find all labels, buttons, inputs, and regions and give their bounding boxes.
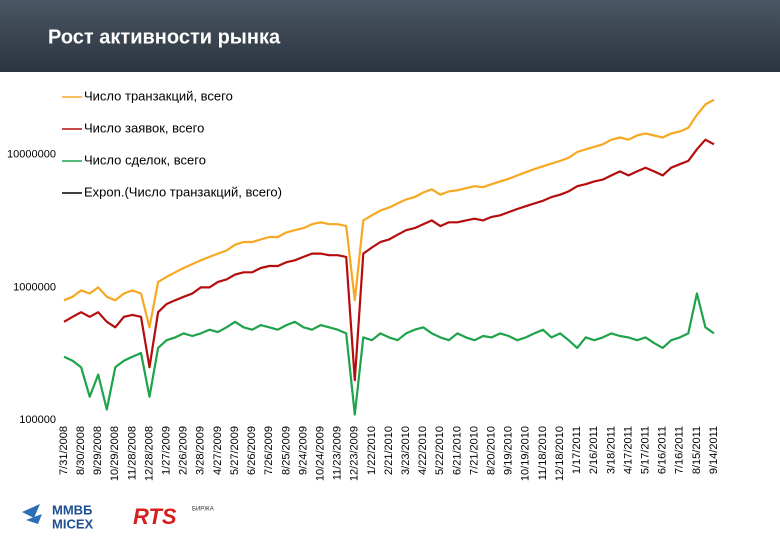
legend-label: Число транзакций, всего: [84, 88, 233, 103]
x-tick-label: 7/31/2008: [58, 426, 70, 475]
chart-title: Рост активности рынка: [48, 26, 281, 48]
header-bar: [0, 0, 780, 72]
x-tick-label: 5/27/2009: [229, 426, 241, 475]
x-tick-label: 9/19/2010: [503, 426, 515, 475]
x-tick-label: 8/20/2010: [486, 426, 498, 475]
series-line: [63, 138, 715, 382]
logo-micex: ММВБ MICEX: [22, 502, 94, 531]
x-tick-label: 9/29/2008: [92, 426, 104, 475]
x-tick-label: 9/24/2009: [297, 426, 309, 475]
x-tick-label: 12/23/2009: [349, 426, 361, 481]
x-tick-label: 2/26/2009: [178, 426, 190, 475]
x-tick-label: 8/25/2009: [280, 426, 292, 475]
logo-text: MICEX: [52, 516, 94, 531]
legend-label: Число сделок, всего: [84, 152, 206, 167]
logo-text: БИРЖА: [192, 507, 214, 513]
x-tick-label: 3/28/2009: [195, 426, 207, 475]
x-tick-label: 4/27/2009: [212, 426, 224, 475]
x-tick-label: 1/17/2011: [571, 426, 583, 474]
x-tick-label: 2/16/2011: [588, 426, 600, 474]
x-tick-label: 6/26/2009: [246, 426, 258, 475]
legend-label: Число заявок, всего: [84, 120, 204, 135]
x-tick-label: 10/19/2010: [520, 426, 532, 481]
series-line: [63, 292, 715, 416]
series-line: [63, 98, 715, 329]
logo-text: RTS: [133, 504, 177, 529]
x-tick-label: 3/18/2011: [605, 426, 617, 474]
x-tick-label: 9/14/2011: [708, 426, 720, 474]
x-tick-label: 11/23/2009: [332, 426, 344, 480]
x-tick-label: 11/28/2008: [126, 426, 138, 480]
x-tick-label: 4/17/2011: [622, 426, 634, 474]
legend-label: Expon.(Число транзакций, всего): [84, 184, 282, 199]
x-tick-label: 5/22/2010: [434, 426, 446, 475]
logo-icon: [22, 504, 42, 524]
x-tick-label: 11/18/2010: [537, 426, 549, 480]
x-tick-label: 12/18/2010: [554, 426, 566, 481]
x-tick-label: 1/27/2009: [161, 426, 173, 475]
logo-rts: RTS БИРЖА: [133, 504, 214, 529]
x-tick-label: 3/23/2010: [400, 426, 412, 475]
y-tick-label: 100000: [19, 414, 56, 426]
x-tick-label: 1/22/2010: [366, 426, 378, 475]
x-tick-label: 8/30/2008: [75, 426, 87, 475]
x-tick-label: 6/16/2011: [657, 426, 669, 474]
x-tick-label: 2/21/2010: [383, 426, 395, 475]
x-tick-label: 7/21/2010: [468, 426, 480, 475]
x-tick-label: 7/26/2009: [263, 426, 275, 475]
x-tick-label: 6/21/2010: [451, 426, 463, 475]
x-tick-label: 12/28/2008: [143, 426, 155, 481]
x-tick-label: 4/22/2010: [417, 426, 429, 475]
y-tick-label: 10000000: [7, 149, 56, 161]
x-tick-label: 5/17/2011: [639, 426, 651, 474]
y-tick-label: 1000000: [13, 281, 56, 293]
x-tick-label: 10/29/2008: [109, 426, 121, 481]
x-tick-label: 8/15/2011: [691, 426, 703, 474]
x-tick-label: 7/16/2011: [674, 426, 686, 474]
logo-text: ММВБ: [52, 502, 92, 517]
x-tick-label: 10/24/2009: [314, 426, 326, 481]
